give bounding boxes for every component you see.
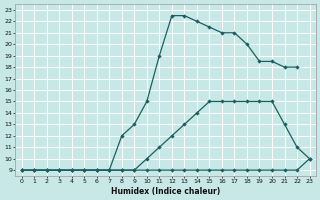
X-axis label: Humidex (Indice chaleur): Humidex (Indice chaleur) (111, 187, 220, 196)
